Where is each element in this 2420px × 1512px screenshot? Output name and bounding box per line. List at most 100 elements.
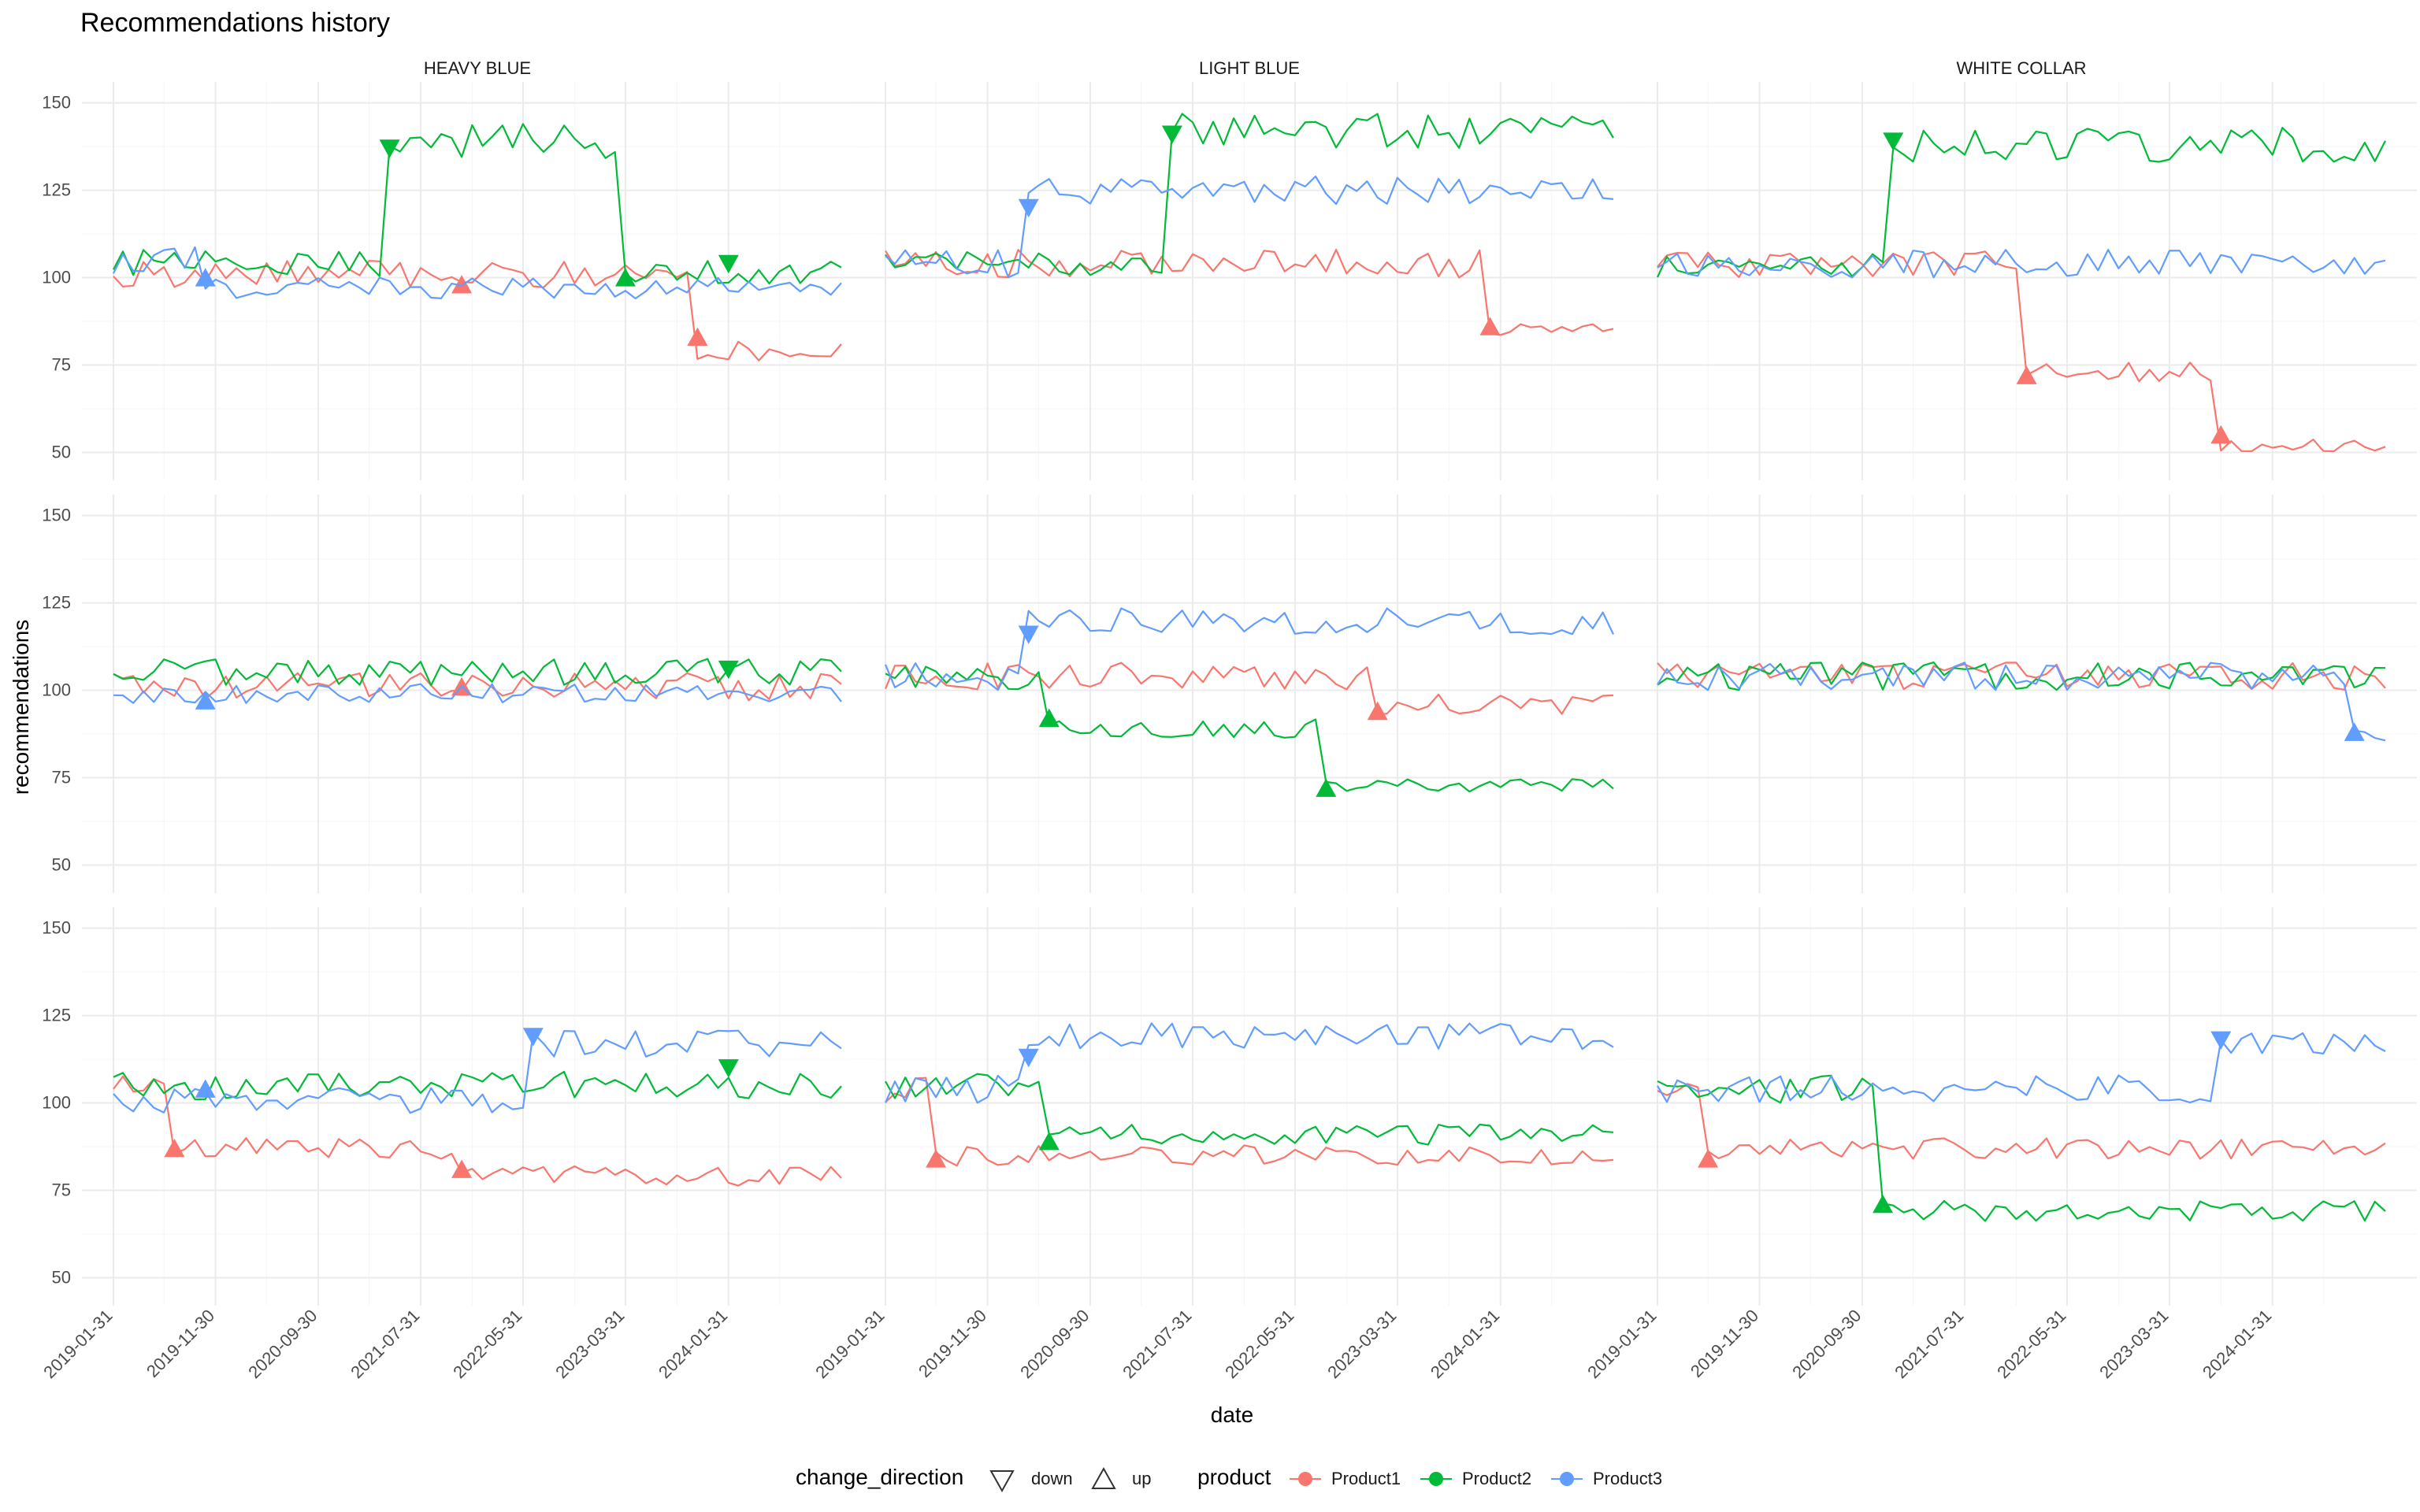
x-tick-label: 2019-11-30 [915, 1306, 990, 1381]
marker-up-product2 [614, 268, 636, 287]
panel-light-blue-46 [854, 907, 1645, 1306]
legend-title-change-direction: change_direction [796, 1465, 963, 1489]
x-tick-label: 2023-03-31 [551, 1306, 628, 1382]
y-tick-label: 50 [52, 442, 71, 461]
y-tick-label: 50 [52, 1267, 71, 1287]
x-tick-label: 2024-01-31 [2199, 1306, 2275, 1382]
series-line-product3 [884, 1022, 1614, 1104]
legend-down-triangle-icon [989, 1470, 1015, 1493]
series-line-product2 [885, 665, 1614, 793]
series-line-product1 [113, 260, 842, 361]
marker-up-product1 [1367, 701, 1388, 721]
panel-light-blue-20-35 [854, 82, 1645, 480]
marker-up-product1 [2016, 365, 2037, 384]
strip-label-heavy-blue: HEAVY BLUE [424, 58, 531, 78]
y-tick-label: 75 [52, 768, 71, 788]
marker-up-product1 [451, 1159, 473, 1178]
series-line-product3 [1657, 662, 2386, 742]
marker-up-product1 [1698, 1149, 1719, 1168]
x-tick-label: 2019-11-30 [1687, 1306, 1762, 1381]
y-tick-label: 75 [52, 355, 71, 375]
y-tick-label: 150 [42, 93, 71, 113]
marker-up-product3 [195, 691, 216, 710]
legend-label-product1: Product1 [1331, 1469, 1401, 1488]
legend-label-up: up [1132, 1469, 1151, 1488]
x-tick-label: 2020-09-30 [244, 1306, 321, 1382]
marker-down-product2 [718, 660, 739, 680]
x-tick-label: 2021-07-31 [347, 1306, 423, 1382]
series-line-product1 [885, 1077, 1614, 1167]
series-line-product3 [113, 246, 842, 300]
y-tick-label: 125 [42, 593, 71, 613]
marker-down-product2 [379, 139, 400, 158]
marker-up-product2 [1316, 778, 1337, 797]
marker-down-product3 [1018, 625, 1039, 644]
legend-product1-dot-icon [1298, 1472, 1312, 1486]
legend-title-product: product [1197, 1465, 1271, 1489]
series-line-product2 [885, 1073, 1614, 1146]
marker-up-product2 [1038, 1132, 1060, 1151]
marker-down-product3 [1018, 198, 1039, 218]
marker-up-product1 [164, 1138, 185, 1158]
series-line-product2 [113, 658, 842, 687]
marker-up-product3 [2344, 722, 2365, 741]
x-tick-label: 2023-03-31 [1323, 1306, 1400, 1382]
x-tick-label: 2022-05-31 [449, 1306, 525, 1382]
x-tick-label: 2019-11-30 [143, 1306, 218, 1381]
x-tick-label: 2024-01-31 [1427, 1306, 1503, 1382]
series-line-product1 [884, 662, 1614, 716]
x-tick-label: 2023-03-31 [2095, 1306, 2172, 1382]
legend-label-product3: Product3 [1593, 1469, 1662, 1488]
x-tick-label: 2019-01-31 [39, 1306, 116, 1382]
y-tick-label: 150 [42, 506, 71, 525]
series-line-product2 [1656, 127, 2386, 278]
series-line-product2 [113, 123, 842, 285]
y-tick-label: 75 [52, 1180, 71, 1200]
y-tick-label: 125 [42, 180, 71, 200]
x-tick-label: 2019-01-31 [811, 1306, 888, 1382]
series-line-product3 [1657, 1032, 2386, 1104]
marker-up-product3 [195, 268, 216, 287]
legend-label-down: down [1031, 1469, 1073, 1488]
marker-up-product3 [195, 1079, 216, 1098]
marker-up-product1 [1479, 317, 1501, 335]
marker-down-product2 [718, 1059, 739, 1078]
x-tick-label: 2022-05-31 [1993, 1306, 2069, 1382]
y-tick-label: 150 [42, 918, 71, 938]
x-tick-label: 2020-09-30 [1016, 1306, 1093, 1382]
panel-heavy-blue-46 [82, 907, 873, 1306]
marker-down-product2 [718, 254, 739, 274]
panel-heavy-blue-36-45 [82, 495, 873, 893]
y-tick-label: 100 [42, 268, 71, 287]
legend-label-product2: Product2 [1462, 1469, 1531, 1488]
series-line-product2 [1657, 1074, 2386, 1222]
series-line-product1 [1657, 1083, 2386, 1160]
series-line-product3 [113, 683, 842, 704]
series-line-product3 [885, 175, 1614, 279]
x-tick-label: 2022-05-31 [1221, 1306, 1297, 1382]
series-line-product1 [113, 1075, 842, 1187]
panel-heavy-blue-20-35 [82, 82, 873, 480]
legend-product2-dot-icon [1429, 1472, 1443, 1486]
panel-white-collar-36-45 [1626, 495, 2417, 893]
series-line-product2 [1657, 662, 2386, 691]
series-line-product2 [113, 1070, 842, 1101]
panel-light-blue-36-45 [854, 495, 1645, 893]
x-tick-label: 2024-01-31 [655, 1306, 731, 1382]
x-tick-label: 2021-07-31 [1891, 1306, 1967, 1382]
marker-down-product3 [2210, 1031, 2232, 1050]
series-line-product1 [885, 249, 1614, 336]
marker-down-product3 [1018, 1048, 1039, 1068]
marker-up-product2 [1873, 1194, 1894, 1214]
panel-white-collar-46 [1626, 907, 2417, 1306]
marker-down-product3 [522, 1028, 544, 1047]
y-tick-label: 125 [42, 1006, 71, 1025]
marker-up-product1 [926, 1149, 947, 1168]
y-tick-label: 100 [42, 1093, 71, 1113]
legend-up-triangle-icon [1091, 1466, 1116, 1489]
marker-down-product2 [1161, 125, 1182, 144]
series-line-product1 [1657, 662, 2386, 691]
y-axis-title: recommendations [9, 620, 33, 795]
